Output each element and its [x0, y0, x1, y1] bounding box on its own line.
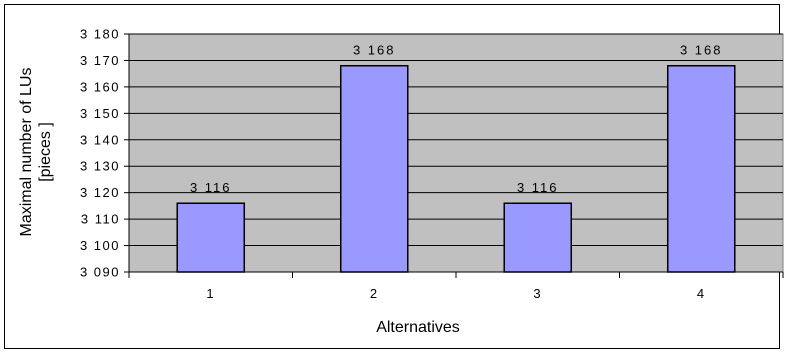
bar: [666, 64, 736, 273]
y-tick-label: 3 110: [81, 212, 120, 227]
x-tick-label: 3: [533, 286, 542, 301]
x-axis-title: Alternatives: [376, 319, 460, 336]
data-label: 3 168: [680, 43, 723, 58]
y-axis-title: Maximal number of LUs [pieces ]: [18, 68, 54, 237]
data-label: 3 116: [190, 180, 232, 195]
bars: [176, 64, 736, 273]
y-axis-title-line: [pieces ]: [37, 122, 54, 182]
bar: [339, 64, 409, 273]
y-tick-label: 3 140: [80, 132, 120, 147]
x-tick-label: 4: [697, 286, 706, 301]
x-tick-label: 1: [206, 286, 215, 301]
y-tick-label: 3 180: [80, 27, 120, 42]
y-tick-label: 3 170: [80, 53, 120, 68]
y-tick-label: 3 090: [80, 265, 120, 280]
bar: [503, 202, 573, 273]
x-tick-label: 2: [370, 286, 379, 301]
axes: [124, 33, 784, 278]
data-label: 3 116: [517, 180, 559, 195]
y-axis-title-line: Maximal number of LUs: [18, 68, 35, 237]
y-tick-label: 3 120: [80, 185, 120, 200]
bar: [176, 202, 246, 273]
labels: 3 090 3 100 3 110 3 120 3 130 3 140 3 150 3 160…: [80, 27, 723, 302]
y-tick-label: 3 100: [80, 238, 120, 253]
y-tick-label: 3 150: [80, 106, 120, 121]
y-tick-label: 3 160: [80, 79, 120, 94]
y-tick-label: 3 130: [80, 159, 120, 174]
data-label: 3 168: [353, 43, 396, 58]
